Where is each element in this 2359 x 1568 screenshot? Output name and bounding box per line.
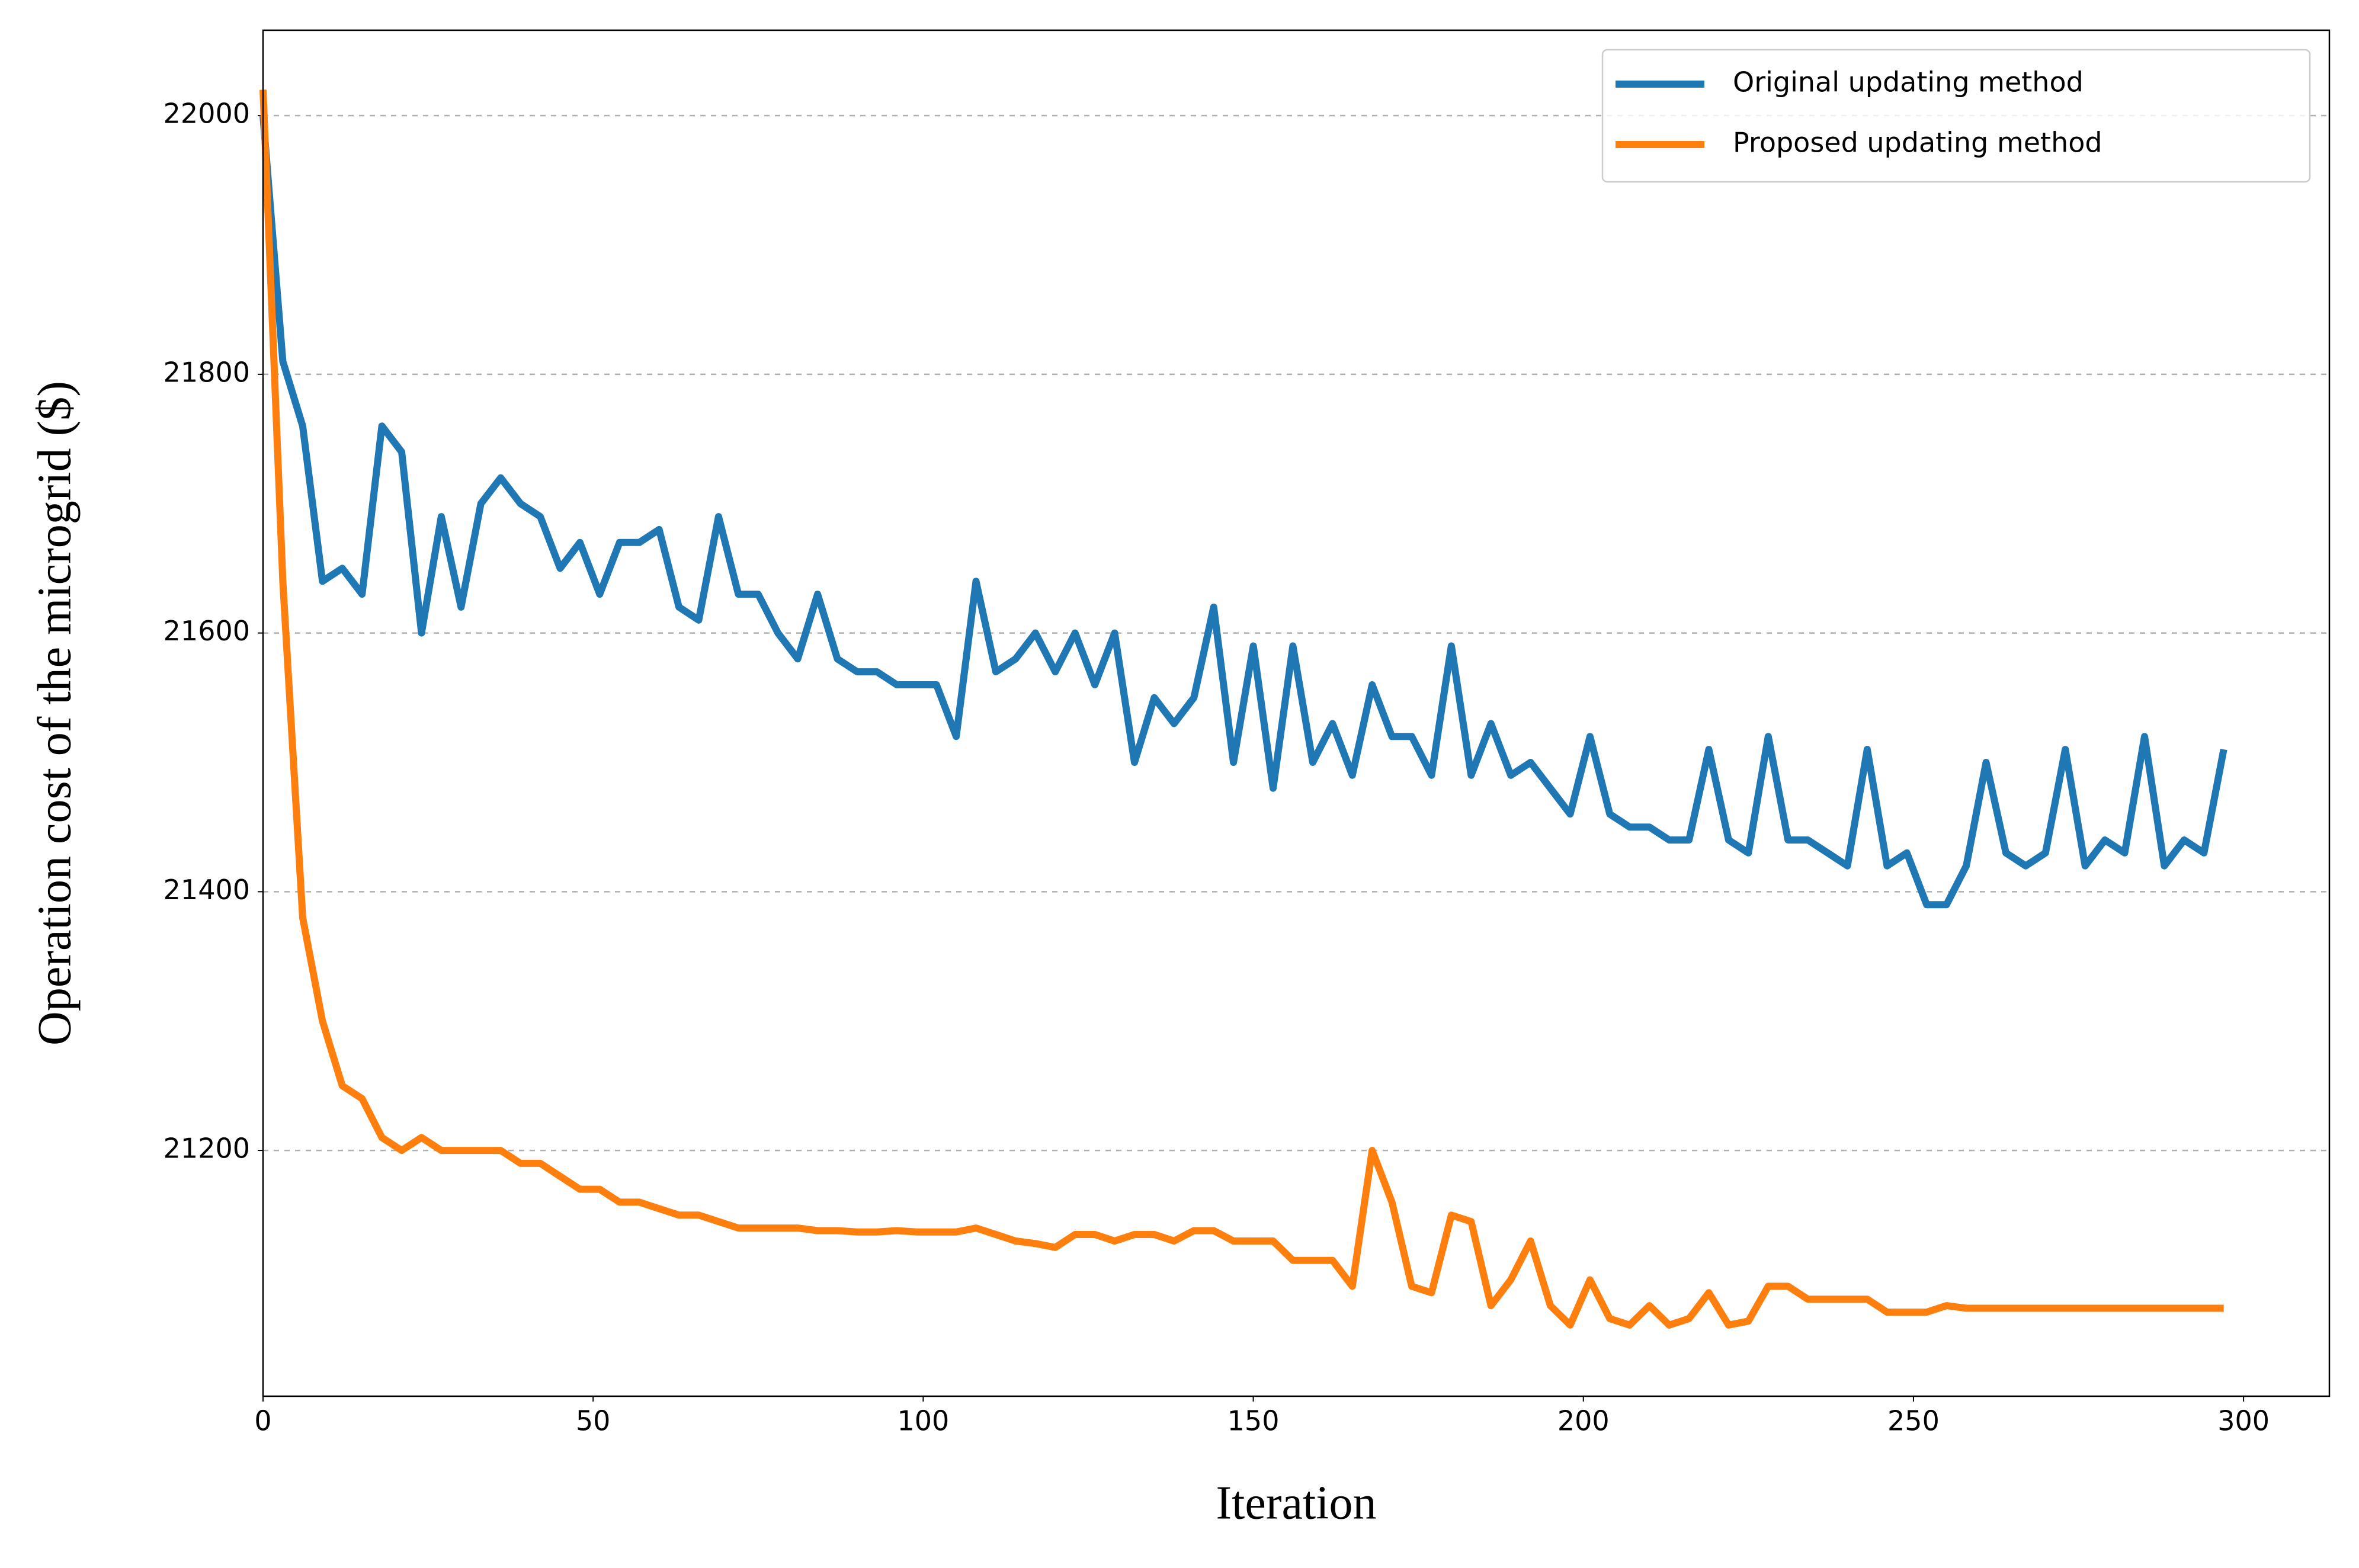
y-tick-label: 21800 [164,356,250,388]
y-tick-label: 21200 [164,1133,250,1165]
x-axis-label: Iteration [1216,1477,1377,1529]
plot-frame [262,29,2331,1397]
x-tick-label: 0 [254,1405,271,1437]
x-tick-label: 150 [1227,1405,1280,1437]
legend-label: Proposed updating method [1733,127,2102,159]
x-tick-label: 100 [897,1405,949,1437]
series-line [259,115,2227,909]
x-tick-label: 50 [576,1405,611,1437]
y-tick-label: 21600 [164,615,250,647]
y-tick-label: 21400 [164,874,250,906]
legend-box [1601,49,2311,183]
y-tick-label: 22000 [164,98,250,130]
x-tick-label: 200 [1557,1405,1610,1437]
legend-label: Original updating method [1733,66,2084,98]
x-tick-label: 300 [2217,1405,2270,1437]
x-tick-label: 250 [1887,1405,1940,1437]
y-axis-label: Operation cost of the microgrid ($) [28,381,81,1046]
series-line [259,89,2224,1329]
